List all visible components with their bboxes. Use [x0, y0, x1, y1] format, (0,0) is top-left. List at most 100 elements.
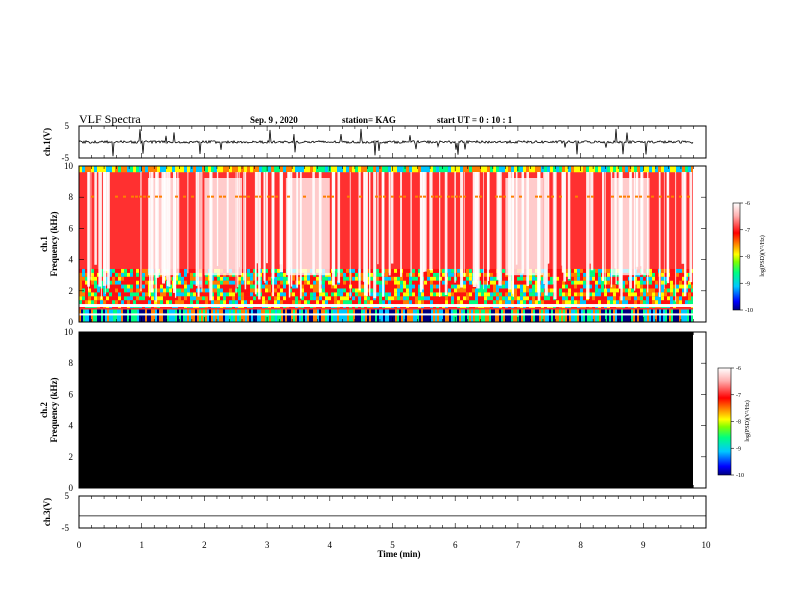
- spectrogram-cell: [303, 309, 305, 322]
- spectrogram-cell: [649, 268, 652, 273]
- spectrogram-cell: [370, 280, 373, 285]
- spectrogram-cell: [640, 284, 643, 289]
- spectrogram-cell: [445, 166, 448, 173]
- spectrogram-cell: [145, 309, 147, 322]
- spectrogram-cell: [267, 309, 269, 322]
- spectrogram-cell: [619, 166, 622, 173]
- spectrogram-cell: [364, 296, 367, 301]
- spectrogram-cell: [637, 292, 640, 297]
- spectrogram-cell: [275, 195, 278, 198]
- spectrogram-cell: [466, 280, 469, 285]
- spectrogram-cell: [481, 284, 484, 289]
- spectrogram-cell: [313, 280, 316, 285]
- spectrogram-cell: [571, 284, 574, 289]
- spectrogram-cell: [277, 166, 280, 173]
- spectrogram-cell: [481, 300, 484, 305]
- spectrogram-cell: [100, 300, 103, 305]
- spectrogram-cell: [268, 280, 271, 285]
- spectrogram-cell: [367, 268, 370, 273]
- spectrogram-cell: [142, 288, 145, 293]
- spectrogram-cell: [223, 309, 225, 322]
- ytick-label: 2: [69, 286, 74, 296]
- spectrogram-cell: [682, 166, 685, 173]
- spectrogram-cell: [233, 309, 235, 322]
- spectrogram-cell: [217, 309, 219, 322]
- spectrogram-cell: [250, 280, 253, 285]
- spectrogram-cell: [145, 272, 148, 277]
- spectrogram-cell: [379, 280, 382, 285]
- spectrogram-cell: [526, 166, 529, 173]
- spectrogram-cell: [385, 166, 388, 173]
- spectrogram-cell: [633, 309, 635, 322]
- spectrogram-cell: [565, 276, 568, 281]
- spectrogram-cell: [631, 276, 634, 281]
- spectrogram-cell: [619, 300, 622, 305]
- spectrogram-cell: [103, 300, 106, 305]
- spectrogram-cell: [343, 292, 346, 297]
- spectrogram-cell: [406, 272, 409, 277]
- spectrogram-cell: [247, 288, 250, 293]
- spectrogram-cell: [310, 300, 313, 305]
- spectrogram-cell: [409, 276, 412, 281]
- spectrogram-cell: [178, 272, 181, 277]
- spectrogram-cell: [253, 284, 256, 289]
- spectrogram-cell: [499, 166, 502, 173]
- spectrogram-cell: [496, 300, 499, 305]
- spectrogram-cell: [247, 309, 249, 322]
- spectrogram-cell: [183, 195, 186, 198]
- spectrogram-gap: [98, 172, 102, 287]
- spectrogram-cell: [490, 268, 493, 273]
- spectrogram-cell: [463, 309, 465, 322]
- spectrogram-cell: [442, 268, 445, 273]
- ytick-label: 2: [69, 452, 74, 462]
- spectrogram-cell: [352, 288, 355, 293]
- spectrogram-cell: [531, 309, 533, 322]
- spectrogram-cell: [268, 268, 271, 273]
- spectrogram-cell: [352, 268, 355, 273]
- spectrogram-cell: [250, 272, 253, 277]
- spectrogram-cell: [388, 296, 391, 301]
- spectrogram-cell: [520, 284, 523, 289]
- spectrogram-cell: [241, 309, 243, 322]
- spectrogram-cell: [135, 195, 138, 198]
- spectrogram-cell: [94, 276, 97, 281]
- spectrogram-cell: [121, 166, 124, 173]
- spectrogram-cell: [661, 288, 664, 293]
- spectrogram-cell: [235, 284, 238, 289]
- spectrogram-cell: [463, 292, 466, 297]
- ch3-waveform-panel: 5 -5 ch.3(V): [42, 491, 707, 533]
- spectrogram-cell: [568, 296, 571, 301]
- spectrogram-cell: [538, 166, 541, 173]
- spectrogram-cell: [559, 268, 562, 273]
- spectrogram-cell: [253, 300, 256, 305]
- spectrogram-cell: [583, 280, 586, 285]
- spectrogram-cell: [598, 296, 601, 301]
- spectrogram-cell: [499, 296, 502, 301]
- spectrogram-cell: [418, 280, 421, 285]
- spectrogram-cell: [247, 166, 250, 173]
- spectrogram-cell: [145, 280, 148, 285]
- spectrogram-cell: [580, 292, 583, 297]
- spectrogram-cell: [193, 280, 196, 285]
- spectrogram-cell: [463, 296, 466, 301]
- spectrogram-cell: [523, 309, 525, 322]
- spectrogram-cell: [367, 284, 370, 289]
- spectrogram-cell: [283, 288, 286, 293]
- spectrogram-gap: [358, 172, 361, 291]
- spectrogram-cell: [81, 309, 83, 322]
- spectrogram-cell: [523, 280, 526, 285]
- spectrogram-cell: [643, 309, 645, 322]
- spectrogram-cell: [472, 166, 475, 173]
- spectrogram-cell: [209, 309, 211, 322]
- spectrogram-cell: [514, 284, 517, 289]
- colorbar-tick-label: -8: [736, 420, 741, 426]
- spectrogram-cell: [262, 284, 265, 289]
- spectrogram-cell: [412, 276, 415, 281]
- spectrogram-cell: [529, 300, 532, 305]
- spectrogram-cell: [250, 268, 253, 273]
- spectrogram-cell: [199, 166, 202, 173]
- spectrogram-cell: [627, 195, 630, 198]
- spectrogram-cell: [691, 166, 693, 173]
- spectrogram-cell: [463, 280, 466, 285]
- spectrogram-cell: [359, 309, 361, 322]
